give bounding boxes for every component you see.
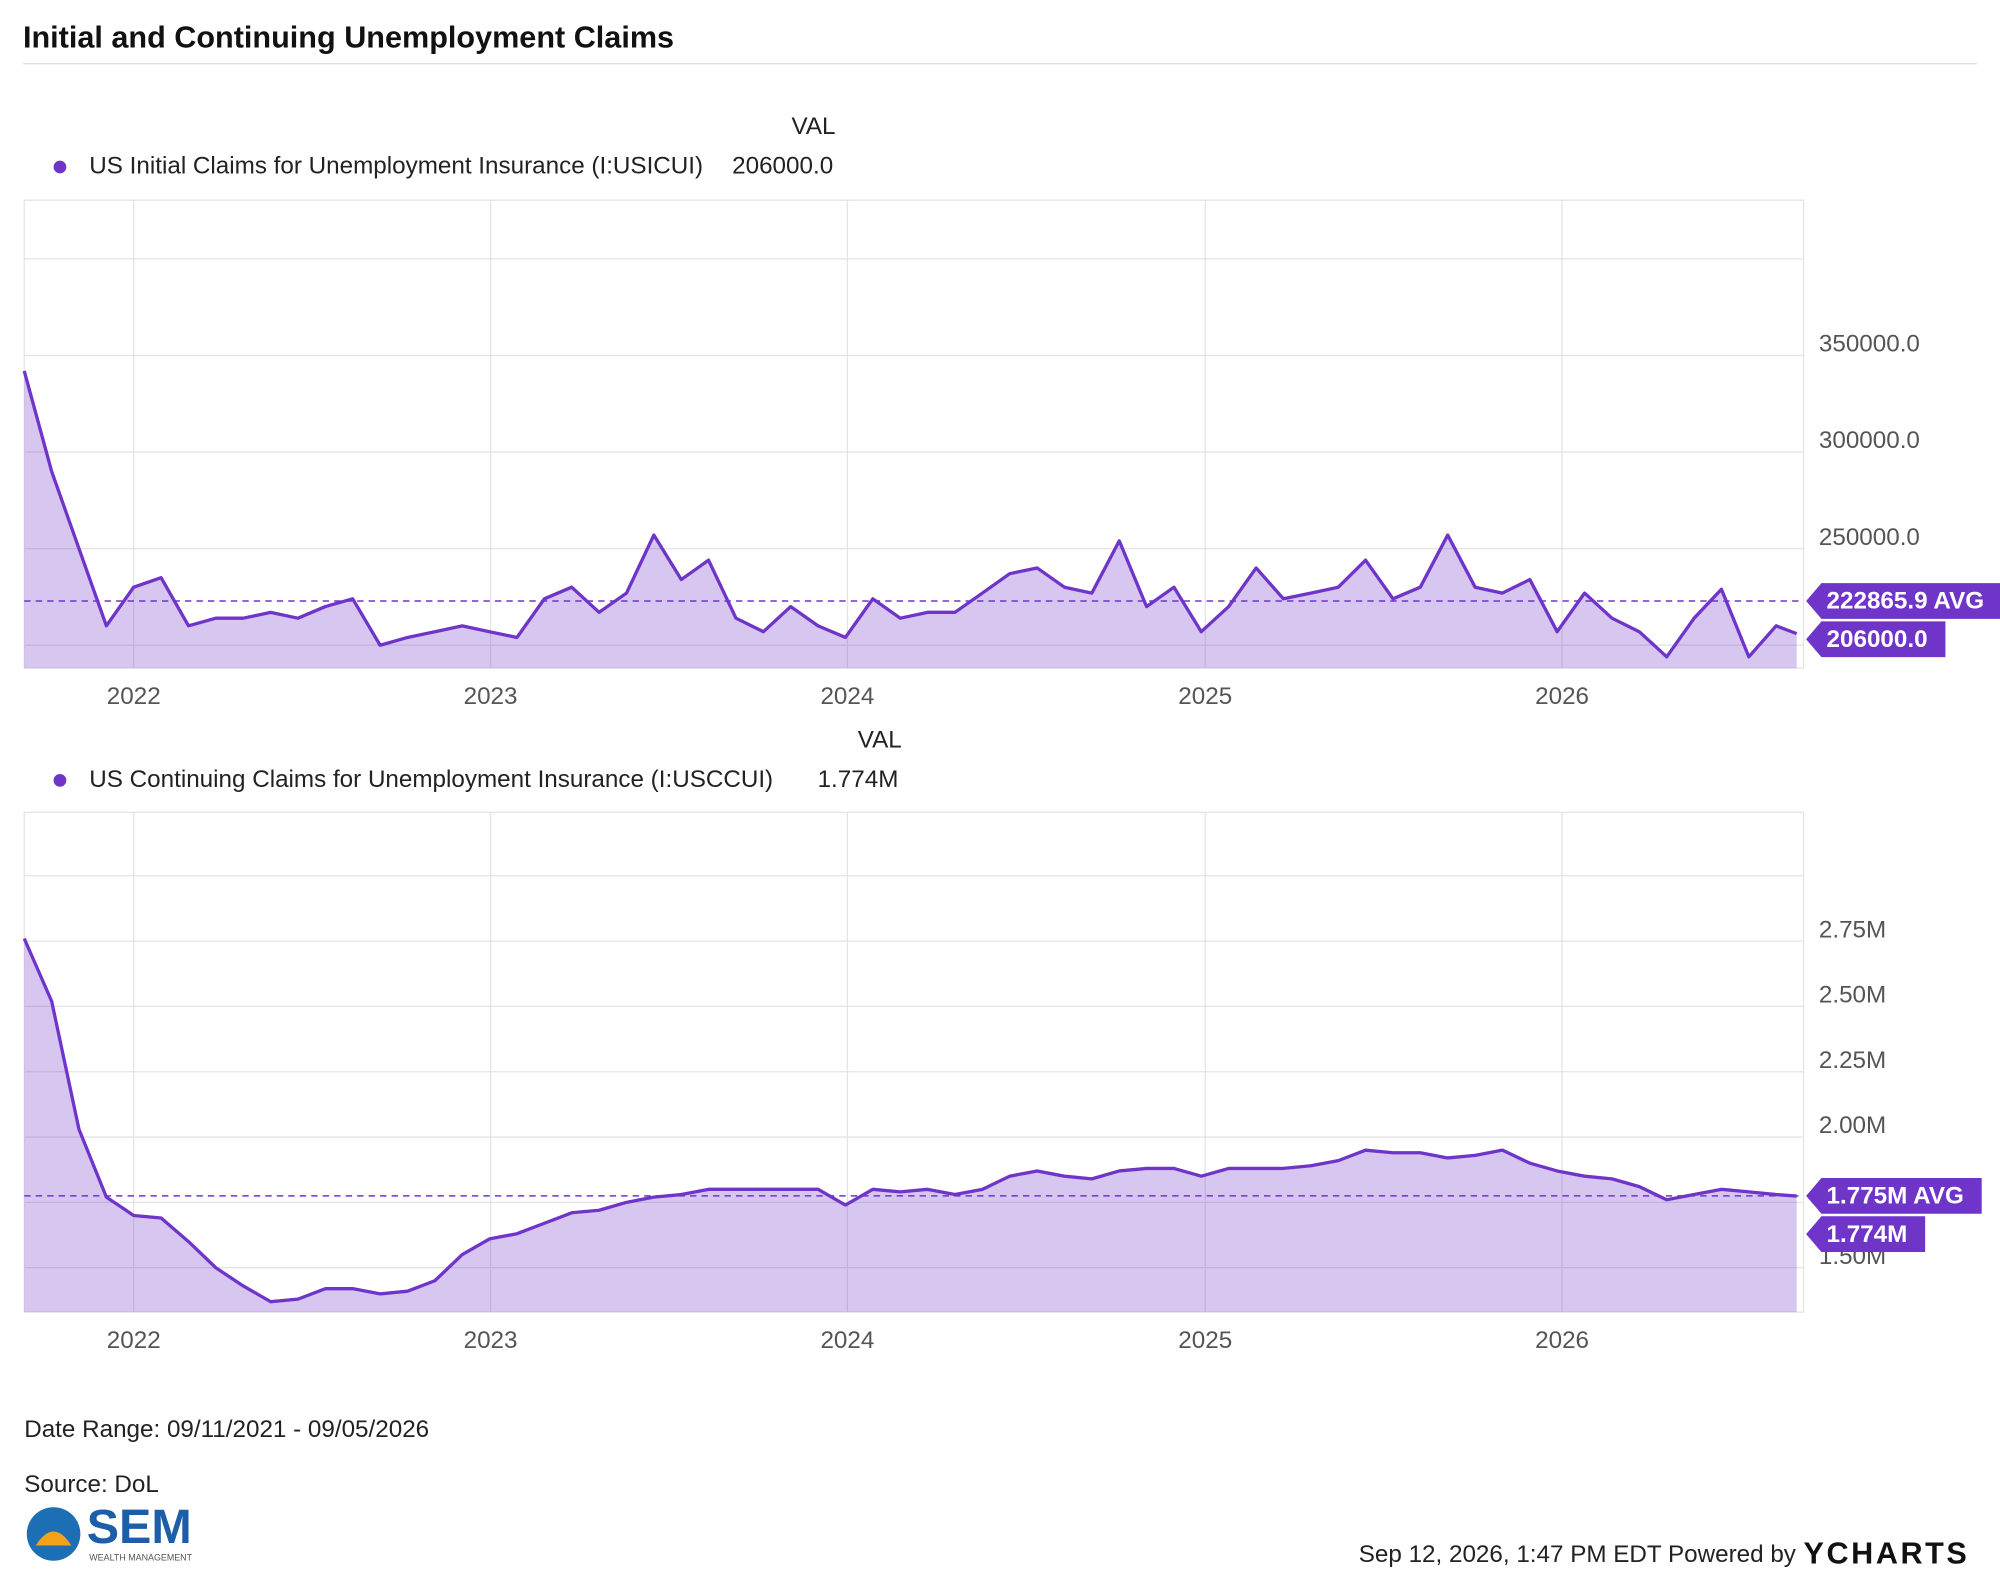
x-tick-label: 2023 [464,683,518,710]
brand: YCHARTS [1804,1537,1970,1571]
source: Source: DoL [24,1471,159,1498]
legend-label: US Initial Claims for Unemployment Insur… [89,152,703,179]
legend-marker [53,774,67,787]
x-tick-label: 2024 [820,1327,874,1354]
x-tick-label: 2023 [464,1327,518,1354]
line [22,937,1797,1304]
legend-label: US Continuing Claims for Unemployment In… [89,766,773,793]
area [24,370,1797,669]
legend-header: VAL [791,113,835,140]
x-tick-label: 2022 [107,1327,161,1354]
x-tick-label: 2026 [1535,683,1589,710]
latest-tag [1806,1216,1926,1252]
x-tick-label: 2025 [1178,683,1232,710]
x-tick-label: 2026 [1535,1327,1589,1354]
legend-value: 206000.0 [732,152,833,179]
average-tag [1806,583,2000,619]
line [22,370,1798,659]
average-label: 222865.9 AVG [1827,588,1985,615]
date-range: Date Range: 09/11/2021 - 09/05/2026 [24,1416,429,1443]
x-tick-label: 2022 [107,683,161,710]
logo-name: SEM [87,1500,192,1554]
plot-frame [23,199,1805,669]
x-tick-label: 2025 [1178,1327,1232,1354]
logo-icon-accent [35,1531,72,1546]
y-tick-label: 250000.0 [1819,524,1920,551]
y-tick-label: 2.75M [1819,916,1886,943]
y-tick-label: 300000.0 [1819,427,1920,454]
timestamp: Sep 12, 2026, 1:47 PM EDT Powered by [1359,1541,1797,1568]
legend-value: 1.774M [818,766,899,793]
area [24,938,1797,1313]
x-tick-label: 2024 [820,683,874,710]
y-tick-label: 2.50M [1819,982,1886,1009]
y-tick-label: 2.25M [1819,1047,1886,1074]
average-tag [1806,1177,1982,1214]
plot-frame [23,811,1805,1313]
latest-label: 1.774M [1827,1221,1908,1248]
latest-label: 206000.0 [1827,626,1928,653]
chart-title: Initial and Continuing Unemployment Clai… [23,21,674,55]
latest-tag [1806,621,1946,658]
average-label: 1.775M AVG [1827,1183,1964,1210]
y-tick-label: 2.00M [1819,1112,1886,1139]
legend-marker [53,160,67,174]
legend-header: VAL [858,726,902,753]
logo-tagline: WEALTH MANAGEMENT [89,1553,192,1563]
y-tick-label: 350000.0 [1819,331,1920,358]
